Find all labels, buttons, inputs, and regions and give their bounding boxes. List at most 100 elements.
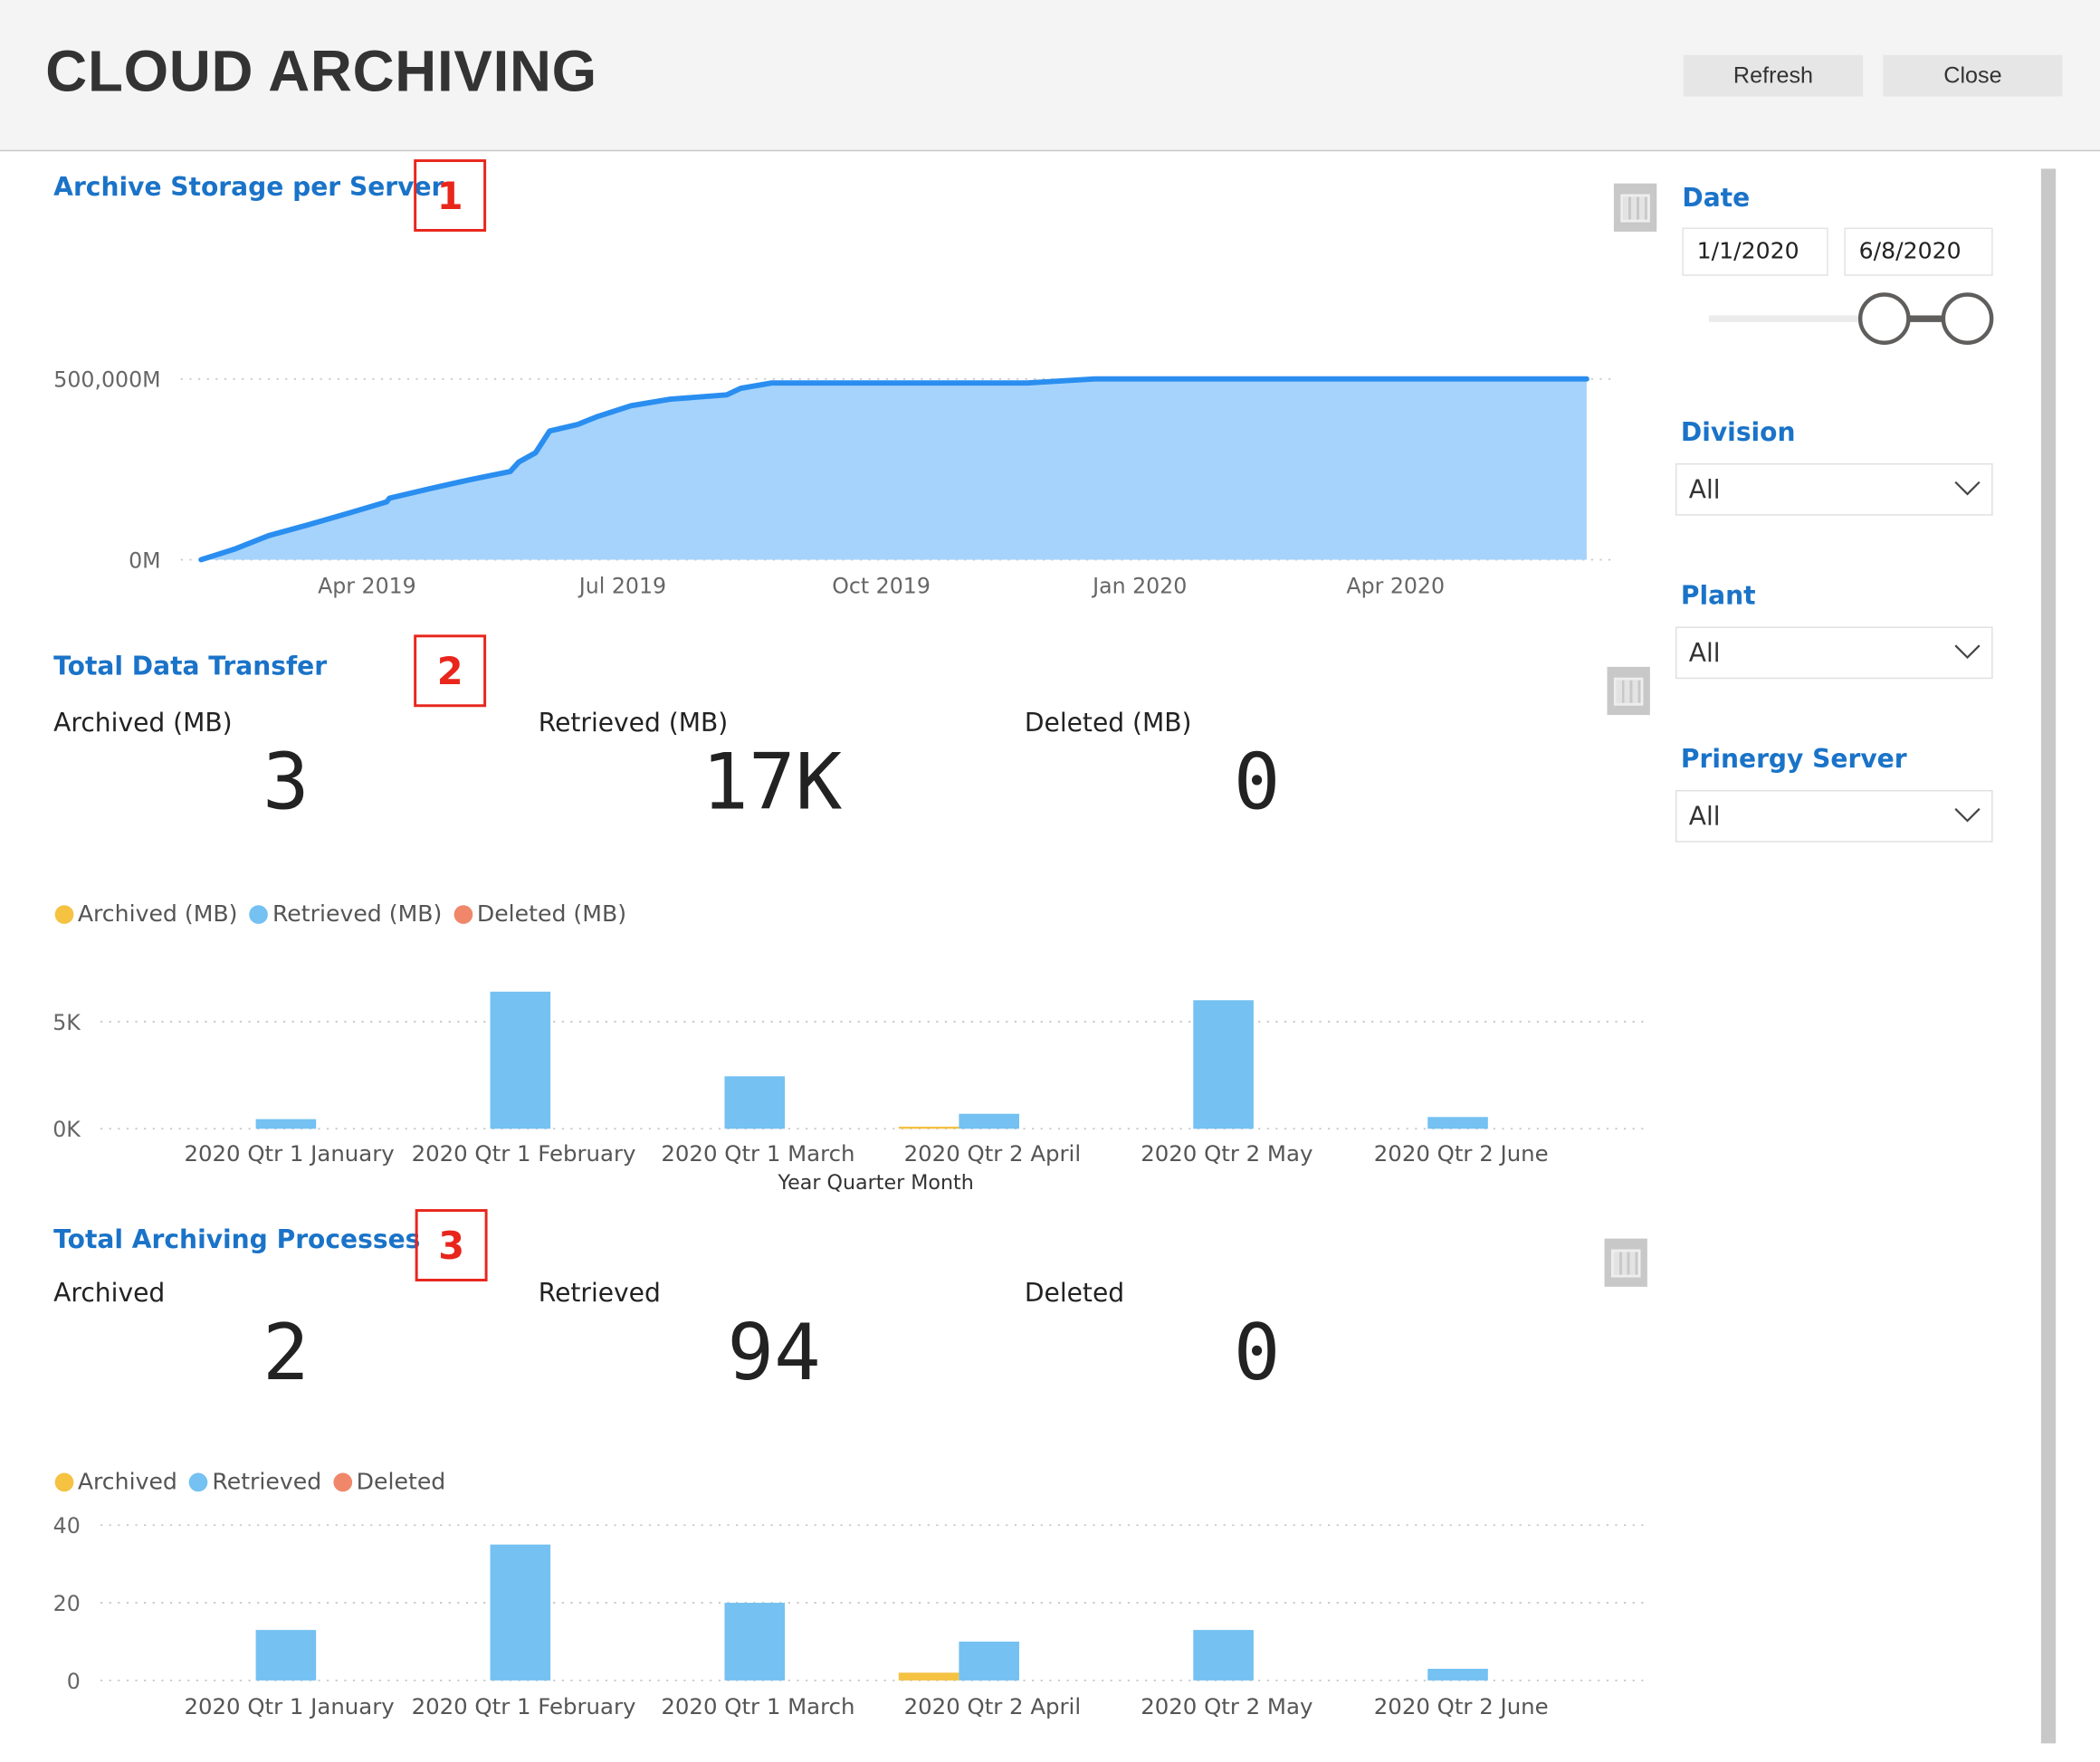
kpi-value-retrieved-mb: 17K [702, 736, 843, 828]
x-tick-label: 2020 Qtr 2 April [904, 1693, 1082, 1719]
transfer-bar-archived-mb [898, 1126, 959, 1129]
legend-label: Retrieved (MB) [272, 900, 443, 929]
kpi-label-retrieved-mb: Retrieved (MB) [538, 708, 729, 738]
division-dropdown[interactable]: All [1675, 462, 1993, 516]
x-tick-label: 2020 Qtr 2 June [1374, 1693, 1549, 1719]
legend-item-archived[interactable]: Archived [54, 1469, 177, 1496]
transfer-bar-retrieved-mb [1427, 1117, 1488, 1129]
kpi-value-archived: 2 [262, 1307, 310, 1398]
legend-dot [249, 905, 269, 924]
x-tick-label: Jan 2020 [1091, 573, 1187, 598]
x-tick-label: 2020 Qtr 1 January [184, 1140, 394, 1167]
kpi-label-archived-mb: Archived (MB) [53, 708, 233, 738]
y-tick-label: 40 [53, 1513, 81, 1538]
process-bar-archived [898, 1672, 959, 1681]
transfer-bar-retrieved-mb [1193, 1000, 1254, 1129]
legend-dot [333, 1472, 353, 1492]
legend-dot [54, 1472, 74, 1492]
vertical-scrollbar[interactable] [2040, 168, 2057, 1744]
legend-dot [189, 1472, 208, 1492]
date-filter-label: Date [1682, 183, 1751, 214]
legend-item-retrieved[interactable]: Retrieved (MB) [249, 900, 443, 929]
division-filter-label: Division [1680, 417, 1796, 448]
section-marker-3: 3 [415, 1209, 488, 1281]
kpi-label-deleted-mb: Deleted (MB) [1024, 708, 1192, 738]
chevron-down-icon [1954, 644, 1981, 660]
process-bar-retrieved [1193, 1630, 1254, 1681]
x-axis-title: Year Quarter Month [777, 1171, 973, 1195]
transfer-bar-retrieved-mb [959, 1113, 1019, 1129]
server-dropdown[interactable]: All [1675, 789, 1993, 843]
legend-item-archived[interactable]: Archived (MB) [54, 900, 238, 929]
legend-label: Archived [77, 1469, 177, 1496]
y-tick-label: 0K [52, 1117, 81, 1142]
process-bar-retrieved [255, 1630, 317, 1681]
legend-label: Deleted (MB) [476, 900, 627, 929]
transfer-bar-retrieved-mb [724, 1076, 786, 1129]
close-button[interactable]: Close [1883, 54, 2063, 97]
process-bar-retrieved [724, 1603, 786, 1681]
storage-line [198, 376, 1589, 563]
plant-value: All [1688, 638, 1721, 668]
section-title-transfer: Total Data Transfer [53, 652, 328, 682]
transfer-legend: Archived (MB) Retrieved (MB) Deleted (MB… [54, 900, 639, 929]
chevron-down-icon [1954, 807, 1981, 823]
app-title: CLOUD ARCHIVING [45, 40, 597, 105]
x-tick-label: Oct 2019 [832, 573, 931, 598]
kpi-value-deleted-mb: 0 [1233, 736, 1281, 828]
section-title-processes: Total Archiving Processes [53, 1224, 421, 1255]
kpi-label-archived: Archived [53, 1279, 166, 1309]
y-tick-label: 0 [67, 1669, 81, 1694]
x-tick-label: 2020 Qtr 2 April [904, 1140, 1082, 1167]
x-tick-label: 2020 Qtr 1 February [412, 1693, 636, 1719]
legend-dot [54, 905, 74, 924]
kpi-label-deleted: Deleted [1024, 1279, 1125, 1309]
x-tick-label: 2020 Qtr 1 January [184, 1693, 394, 1719]
x-tick-label: 2020 Qtr 1 February [412, 1140, 636, 1167]
legend-label: Archived (MB) [77, 900, 238, 929]
y-tick-label: 500,000M [53, 367, 160, 393]
process-bar-retrieved [1427, 1669, 1488, 1681]
x-tick-label: Apr 2020 [1346, 573, 1445, 598]
legend-item-deleted[interactable]: Deleted (MB) [453, 900, 627, 929]
legend-label: Retrieved [212, 1469, 322, 1496]
transfer-bar-retrieved-mb [255, 1119, 317, 1129]
x-tick-label: 2020 Qtr 2 May [1141, 1693, 1312, 1719]
slider-start-handle[interactable] [1857, 292, 1911, 345]
processes-legend: Archived Retrieved Deleted [54, 1469, 458, 1496]
section-marker-1: 1 [414, 159, 487, 232]
table-view-icon[interactable] [1613, 183, 1657, 232]
x-tick-label: 2020 Qtr 2 May [1141, 1140, 1312, 1167]
legend-dot [453, 905, 473, 924]
slider-end-handle[interactable] [1941, 292, 1994, 345]
x-tick-label: 2020 Qtr 1 March [661, 1693, 854, 1719]
end-date-input[interactable]: 6/8/2020 [1844, 227, 1993, 276]
division-value: All [1688, 474, 1721, 505]
table-view-icon[interactable] [1604, 1238, 1647, 1287]
date-range-slider[interactable] [1695, 290, 2003, 351]
section-title-storage: Archive Storage per Server [53, 172, 444, 203]
section-marker-2: 2 [414, 634, 487, 708]
table-view-icon[interactable] [1607, 666, 1650, 716]
x-tick-label: Jul 2019 [578, 573, 666, 598]
storage-area [201, 378, 1587, 560]
server-filter-label: Prinergy Server [1680, 744, 1907, 775]
plant-filter-label: Plant [1680, 581, 1756, 611]
plant-dropdown[interactable]: All [1675, 626, 1993, 680]
kpi-value-archived-mb: 3 [262, 736, 310, 828]
server-value: All [1688, 801, 1721, 832]
start-date-input[interactable]: 1/1/2020 [1682, 227, 1828, 276]
kpi-value-deleted: 0 [1233, 1307, 1281, 1398]
charts-layer: 0M 500,000M Apr 2019 Jul 2019 Oct 2019 Jan 20… [52, 367, 1645, 1719]
y-tick-label: 0M [129, 548, 160, 573]
refresh-button[interactable]: Refresh [1683, 54, 1864, 97]
legend-item-retrieved[interactable]: Retrieved [189, 1469, 321, 1496]
x-tick-label: 2020 Qtr 2 June [1374, 1140, 1549, 1167]
x-tick-label: Apr 2019 [318, 573, 416, 598]
kpi-value-retrieved: 94 [727, 1307, 821, 1398]
legend-item-deleted[interactable]: Deleted [333, 1469, 446, 1496]
legend-label: Deleted [356, 1469, 446, 1496]
process-bar-retrieved [959, 1641, 1019, 1681]
y-tick-label: 5K [52, 1010, 81, 1035]
